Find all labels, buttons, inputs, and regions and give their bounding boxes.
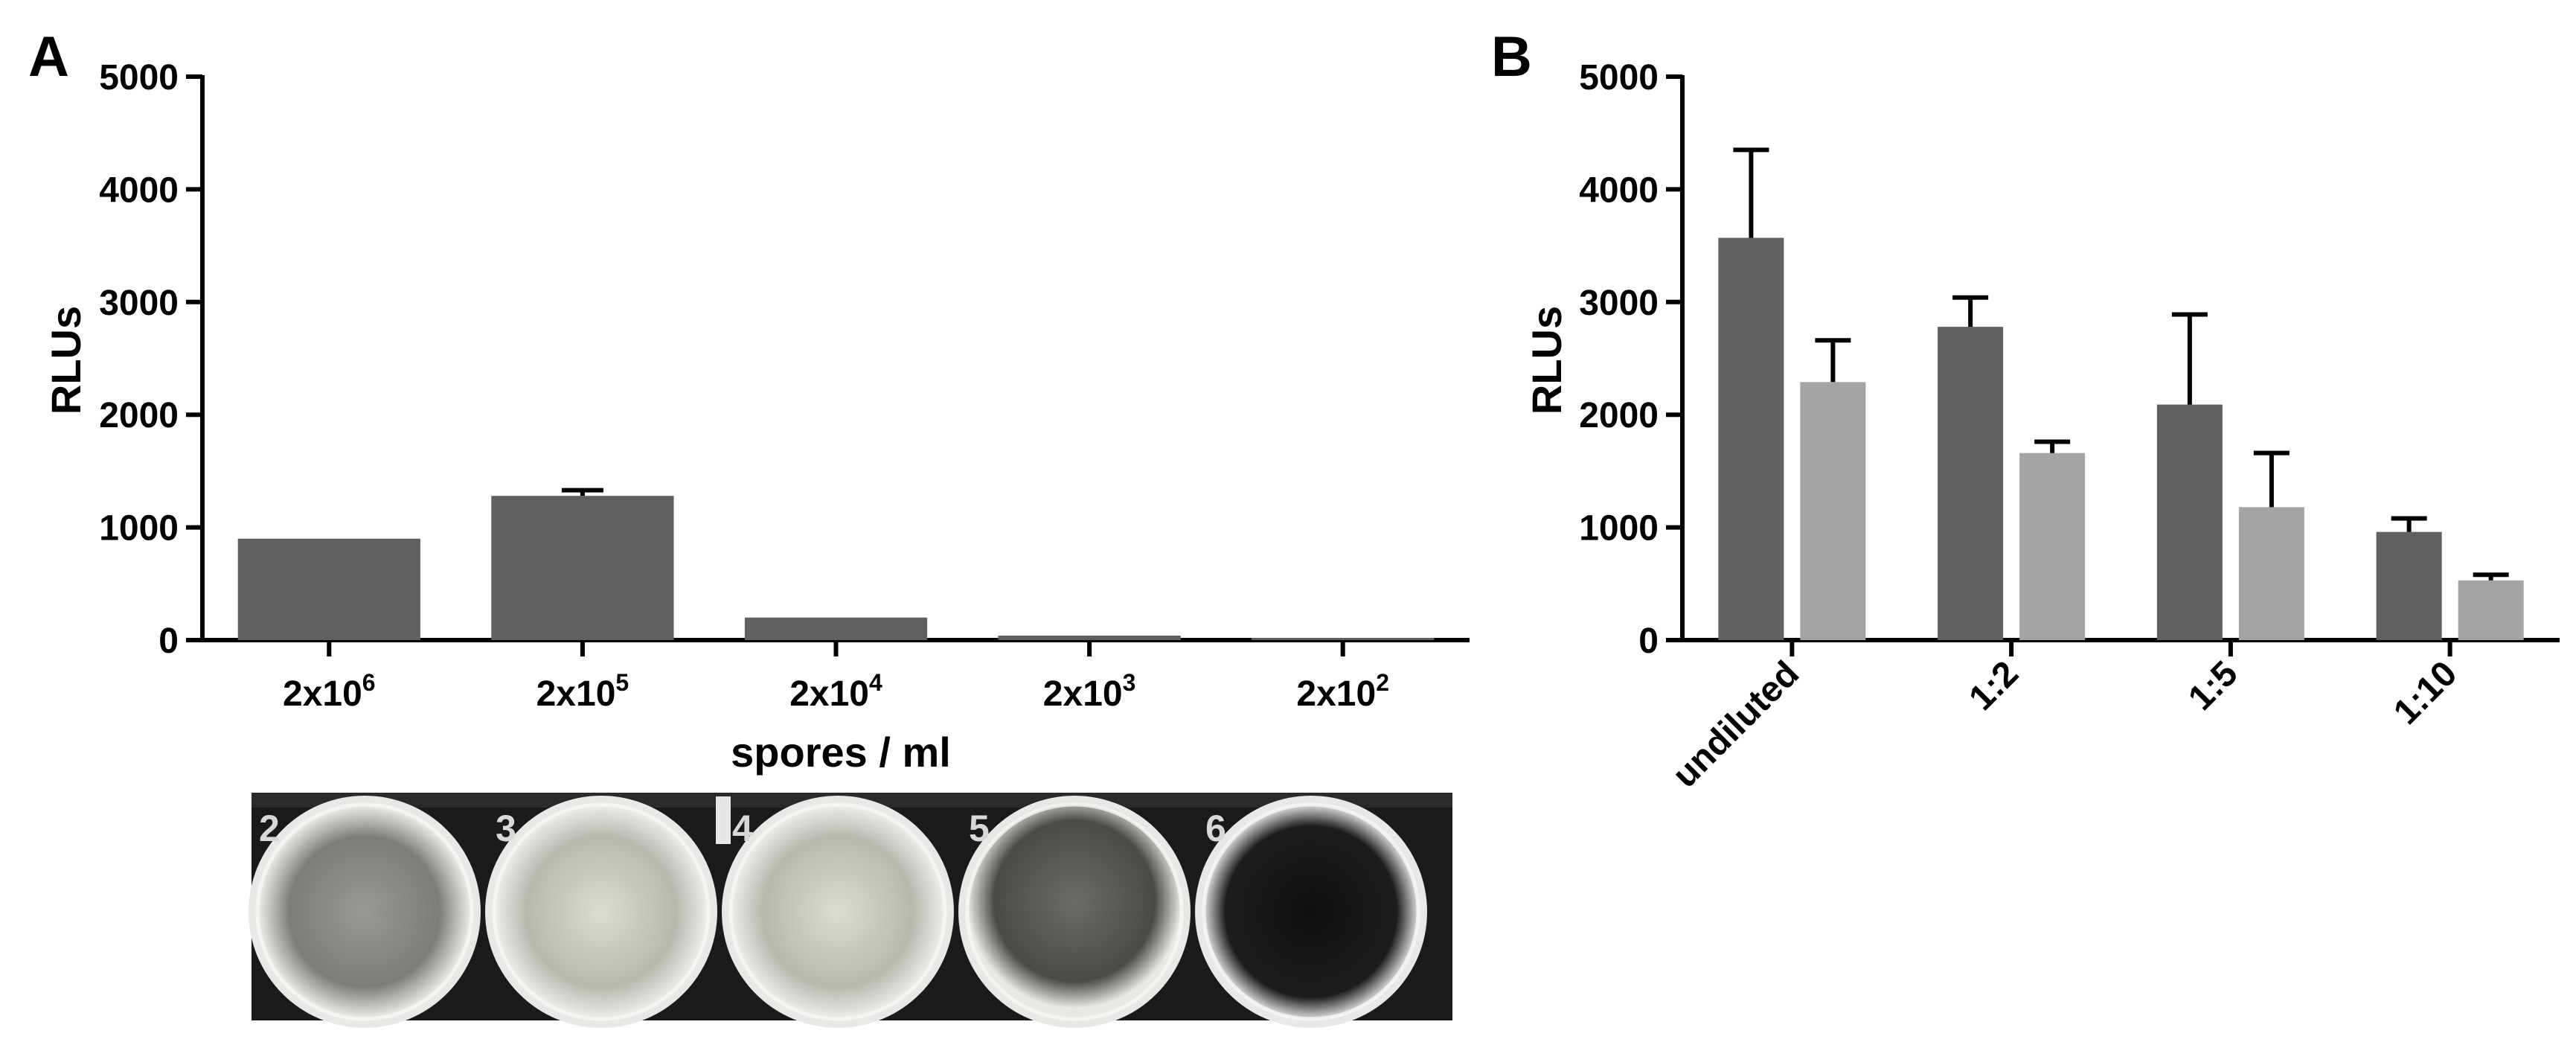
panel-b-y-tick-label: 5000	[1579, 58, 1659, 98]
well-number-label: 2	[259, 808, 280, 849]
panel-a-y-tick-label: 3000	[99, 284, 179, 323]
well	[494, 805, 708, 1019]
well-edge	[1202, 802, 1420, 1021]
panel-a-y-tick-label: 2000	[99, 396, 179, 435]
well-edge	[492, 802, 711, 1021]
panel-a-bar	[998, 635, 1181, 640]
panel-b-y-axis-title: RLUs	[1523, 306, 1570, 415]
panel-a-y-tick-label: 1000	[99, 509, 179, 549]
well-edge	[255, 802, 474, 1021]
panel-b-category-label: 1:10	[2386, 653, 2464, 732]
well-plate-photo: 2 3 4 5 6	[249, 793, 1452, 1028]
well-number-label: 6	[1205, 808, 1226, 849]
panel-a-y-tick-label: 0	[158, 621, 179, 661]
well	[731, 805, 945, 1019]
panel-letter-a: A	[28, 25, 69, 89]
panel-b-bar-series-1	[1718, 237, 1784, 640]
panel-a-category-label: 2x103	[1043, 669, 1136, 714]
panel-b-y-tick-label: 3000	[1579, 284, 1659, 323]
well	[1204, 805, 1418, 1019]
panel-b-bar-series-2	[2458, 580, 2524, 640]
panel-letter-b: B	[1491, 25, 1532, 89]
panel-b-bar-series-2	[1800, 382, 1866, 640]
panel-b-y-tick-label: 0	[1638, 621, 1659, 661]
panel-b-category-label: undiluted	[1665, 653, 1807, 795]
panel-b-bar-series-1	[1938, 327, 2004, 640]
panel-a-category-label: 2x106	[283, 669, 376, 714]
panel-b-bar-series-1	[2376, 531, 2442, 640]
panel-b-y-tick-label: 4000	[1579, 170, 1659, 210]
panel-b-bar-series-1	[2156, 404, 2223, 640]
panel-b-category-label: 1:2	[1961, 653, 2026, 718]
panel-a-bar	[491, 496, 674, 640]
panel-a-bar	[744, 617, 928, 640]
well	[257, 805, 472, 1019]
panel-a-bar	[1252, 637, 1435, 640]
well	[967, 805, 1182, 1019]
panel-a-category-label: 2x102	[1296, 669, 1389, 714]
panel-b-chart: RLUs 0 1000 2000 3000 4000 5000 undiluted 1:2 1:…	[1523, 58, 2560, 795]
panel-a-bar	[237, 538, 420, 640]
panel-b-category-label: 1:5	[2181, 653, 2246, 718]
panel-a-chart: RLUs spores / ml 0 1000 2000 3000 4000 5000 2x…	[42, 58, 1470, 776]
photo-tab	[716, 796, 731, 844]
panel-a-category-label: 2x105	[536, 669, 629, 714]
well-edge	[728, 802, 947, 1021]
panel-a-x-axis-title: spores / ml	[731, 729, 951, 776]
well-edge	[965, 802, 1184, 1021]
panel-a-y-axis-title: RLUs	[42, 306, 89, 415]
panel-b-bar-series-2	[2019, 453, 2086, 640]
well-number-label: 4	[732, 808, 753, 849]
panel-b-bar-series-2	[2238, 507, 2304, 640]
panel-a-y-tick-label: 4000	[99, 170, 179, 210]
well-number-label: 5	[969, 808, 990, 849]
panel-a-category-label: 2x104	[789, 669, 882, 714]
panel-b-y-tick-label: 2000	[1579, 396, 1659, 435]
panel-b-y-tick-label: 1000	[1579, 509, 1659, 549]
well-number-label: 3	[496, 808, 516, 849]
panel-a-y-tick-label: 5000	[99, 58, 179, 98]
